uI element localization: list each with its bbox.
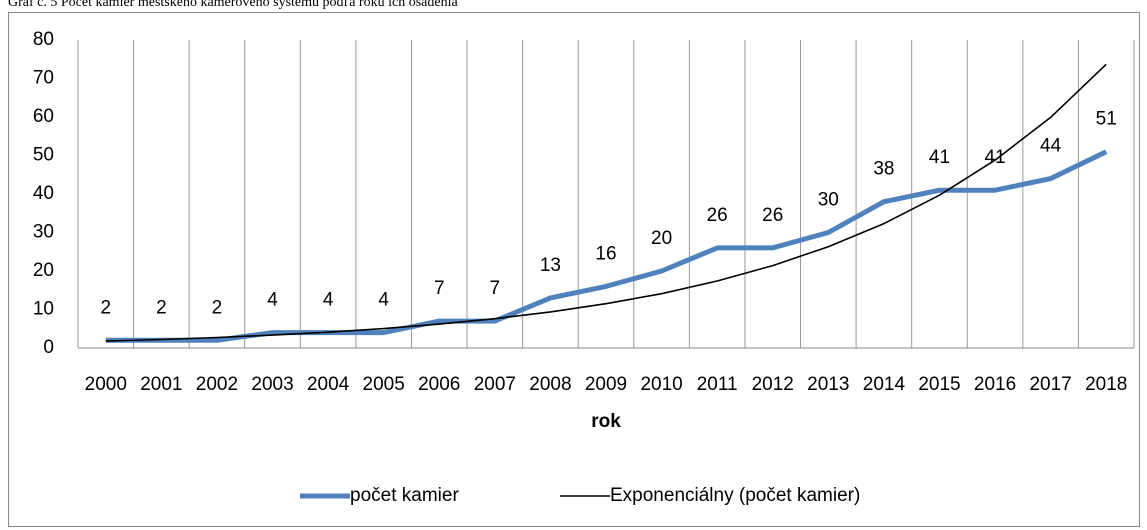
x-tick-label: 2004	[307, 374, 350, 395]
data-label: 7	[434, 278, 445, 299]
x-tick-label: 2005	[363, 374, 405, 395]
x-tick-label: 2009	[585, 374, 627, 395]
x-tick-label: 2002	[196, 374, 238, 395]
x-tick-label: 2003	[251, 374, 293, 395]
data-label: 2	[212, 297, 223, 318]
caption: Graf č. 5 Počet kamier mestského kamerov…	[8, 0, 458, 10]
data-label: 4	[378, 290, 389, 311]
x-tick-label: 2012	[752, 374, 794, 395]
data-label: 2	[156, 297, 167, 318]
y-tick-label: 30	[33, 222, 54, 243]
data-label: 7	[490, 278, 501, 299]
x-tick-label: 2016	[974, 374, 1016, 395]
x-axis-label: rok	[591, 411, 621, 432]
data-label: 16	[595, 243, 616, 264]
y-tick-label: 10	[33, 299, 54, 320]
data-line	[105, 149, 1108, 343]
y-tick-label: 0	[43, 337, 54, 358]
x-tick-label: 2008	[529, 374, 571, 395]
y-tick-label: 20	[33, 260, 54, 281]
y-tick-label: 80	[33, 29, 54, 50]
data-label: 26	[707, 205, 728, 226]
x-tick-label: 2011	[697, 374, 738, 395]
data-label: 2	[101, 297, 112, 318]
x-tick-label: 2015	[918, 374, 960, 395]
x-tick-label: 2006	[418, 374, 460, 395]
x-tick-label: 2007	[474, 374, 516, 395]
data-label: 38	[873, 159, 894, 180]
data-label: 30	[818, 190, 839, 211]
trend-line	[105, 63, 1107, 342]
y-tick-label: 70	[33, 68, 54, 89]
x-tick-label: 2001	[140, 374, 182, 395]
x-tick-label: 2017	[1029, 374, 1071, 395]
x-tick-label: 2010	[640, 374, 682, 395]
y-tick-label: 40	[33, 183, 54, 204]
x-tick-label: 2000	[85, 374, 127, 395]
x-tick-label: 2013	[807, 374, 849, 395]
data-label: 13	[540, 255, 561, 276]
y-tick-label: 50	[33, 145, 54, 166]
data-label: 26	[762, 205, 783, 226]
data-label: 44	[1040, 136, 1062, 157]
data-label: 20	[651, 228, 672, 249]
data-label: 51	[1096, 109, 1117, 130]
data-label: 41	[929, 147, 950, 168]
x-tick-label: 2018	[1085, 374, 1127, 395]
legend-label: počet kamier	[350, 485, 459, 506]
data-label: 4	[323, 290, 334, 311]
x-tick-label: 2014	[863, 374, 906, 395]
data-label: 4	[267, 290, 278, 311]
legend-label: Exponenciálny (počet kamier)	[610, 485, 860, 506]
chart-frame	[8, 12, 1140, 527]
y-tick-label: 60	[33, 106, 54, 127]
